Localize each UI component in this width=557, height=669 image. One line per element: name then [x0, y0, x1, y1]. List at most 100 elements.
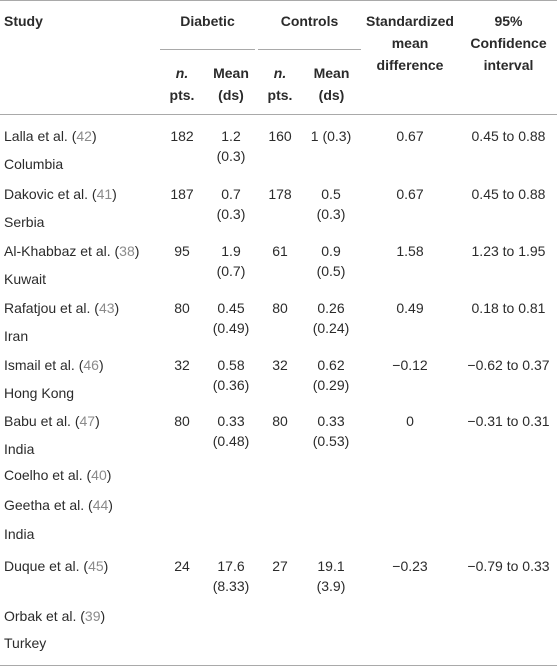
col-header-controls: Controls [280, 13, 339, 29]
study-country: Hong Kong [4, 385, 75, 401]
smd-value: 0.49 [396, 300, 424, 316]
ci-value: 0.18 to 0.81 [471, 300, 546, 316]
study-author: Duque et al. (45) [4, 555, 108, 577]
controls-n: 80 [272, 300, 288, 316]
controls-mean: 0.9 [321, 243, 341, 259]
author-name: Babu et al. ( [4, 413, 80, 429]
diabetic-sd: (0.3) [216, 148, 246, 164]
study-author: Ismail et al. (46) [4, 354, 104, 376]
study-author: Geetha et al. (44) [4, 494, 113, 516]
ci-value: 0.45 to 0.88 [471, 186, 546, 202]
smd-value: 0.67 [396, 186, 424, 202]
controls-mean: 0.5 [321, 186, 341, 202]
reference-close: ) [134, 243, 140, 259]
ci-value: −0.79 to 0.33 [467, 558, 550, 574]
diabetic-n: 187 [170, 186, 194, 202]
col-header-ci-1: 95% [494, 13, 523, 29]
controls-sd: (0.5) [316, 263, 346, 279]
author-name: Orbak et al. ( [4, 608, 85, 624]
reference-close: ) [98, 357, 104, 373]
reference-link[interactable]: 38 [119, 243, 135, 259]
controls-mean: 0.26 [317, 300, 345, 316]
study-country: Iran [4, 328, 29, 344]
controls-n: 27 [272, 558, 288, 574]
controls-n: 160 [268, 128, 292, 144]
study-country: India [4, 526, 35, 542]
author-name: Dakovic et al. ( [4, 186, 97, 202]
smd-value: 0.67 [396, 128, 424, 144]
reference-close: ) [100, 608, 106, 624]
sub-header-controls-mean: Mean [313, 65, 350, 81]
controls-sd: (3.9) [316, 578, 346, 594]
controls-sd: (0.3) [316, 206, 346, 222]
diabetic-sd: (0.49) [212, 320, 250, 336]
bottom-rule [0, 665, 557, 666]
controls-n: 32 [272, 357, 288, 373]
author-name: Ismail et al. ( [4, 357, 84, 373]
author-name: Lalla et al. ( [4, 128, 77, 144]
sub-header-controls-n: n. [273, 65, 287, 81]
diabetic-sd: (0.36) [212, 377, 250, 393]
study-author: Babu et al. (47) [4, 410, 100, 432]
study-country: India [4, 441, 35, 457]
smd-value: 1.58 [396, 243, 424, 259]
sub-header-controls-pts: pts. [267, 87, 293, 103]
study-author: Coelho et al. (40) [4, 464, 111, 486]
diabetic-n: 80 [174, 413, 190, 429]
author-name: Al-Khabbaz et al. ( [4, 243, 120, 259]
study-country: Kuwait [4, 271, 47, 287]
controls-mean: 19.1 [317, 558, 345, 574]
reference-close: ) [106, 467, 112, 483]
ci-value: 1.23 to 1.95 [471, 243, 546, 259]
smd-value: −0.12 [392, 357, 428, 373]
author-name: Coelho et al. ( [4, 467, 92, 483]
col-header-smd-3: difference [376, 57, 444, 73]
controls-n: 80 [272, 413, 288, 429]
reference-link[interactable]: 43 [98, 300, 115, 316]
sub-header-controls-ds: (ds) [318, 87, 345, 103]
controls-mean: 1 (0.3) [310, 128, 352, 144]
diabetic-n: 32 [174, 357, 190, 373]
reference-link[interactable]: 45 [88, 558, 104, 574]
reference-link[interactable]: 41 [96, 186, 113, 202]
diabetic-mean: 0.7 [221, 186, 241, 202]
controls-mean: 0.33 [317, 413, 345, 429]
diabetic-sd: (0.48) [212, 433, 250, 449]
sub-header-diabetic-n: n. [175, 65, 189, 81]
controls-n: 178 [268, 186, 292, 202]
study-author: Al-Khabbaz et al. (38) [4, 240, 139, 262]
controls-mean: 0.62 [317, 357, 345, 373]
reference-link[interactable]: 40 [91, 467, 107, 483]
study-country: Columbia [4, 156, 64, 172]
ci-value: 0.45 to 0.88 [471, 128, 546, 144]
controls-n: 61 [272, 243, 288, 259]
controls-sd: (0.24) [312, 320, 350, 336]
ci-value: −0.31 to 0.31 [467, 413, 550, 429]
smd-value: −0.23 [392, 558, 428, 574]
diabetic-mean: 1.9 [221, 243, 241, 259]
controls-sd: (0.53) [312, 433, 350, 449]
reference-close: ) [95, 413, 100, 429]
diabetic-n: 80 [174, 300, 190, 316]
study-author: Dakovic et al. (41) [4, 183, 117, 205]
col-header-ci-3: interval [483, 57, 534, 73]
study-country: Turkey [4, 635, 47, 651]
reference-link[interactable]: 42 [76, 128, 92, 144]
reference-link[interactable]: 47 [79, 413, 96, 429]
study-country: Serbia [4, 214, 45, 230]
col-header-diabetic: Diabetic [180, 13, 235, 29]
study-author: Lalla et al. (42) [4, 125, 97, 147]
diabetic-sd: (0.7) [216, 263, 246, 279]
reference-link[interactable]: 39 [84, 608, 101, 624]
ci-value: −0.62 to 0.37 [467, 357, 550, 373]
diabetic-mean: 1.2 [221, 128, 241, 144]
header-rule [0, 114, 557, 115]
reference-link[interactable]: 46 [83, 357, 99, 373]
diabetic-sd: (0.3) [216, 206, 246, 222]
reference-link[interactable]: 44 [92, 497, 109, 513]
reference-close: ) [108, 497, 113, 513]
reference-close: ) [91, 128, 97, 144]
diabetic-n: 95 [174, 243, 190, 259]
reference-close: ) [114, 300, 120, 316]
